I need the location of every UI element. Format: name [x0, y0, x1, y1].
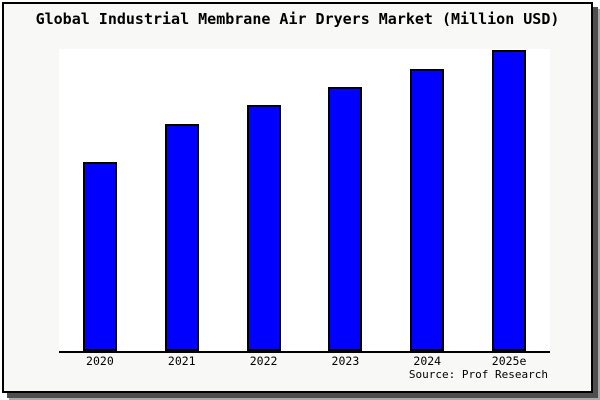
bar-2022 [246, 105, 281, 351]
bar-2020 [82, 162, 117, 351]
chart-title: Global Industrial Membrane Air Dryers Ma… [35, 10, 560, 28]
x-tick-label-2025e: 2025e [491, 354, 527, 368]
x-tick-label-2024: 2024 [413, 354, 442, 368]
x-tick-label-2021: 2021 [167, 354, 196, 368]
bar-2024 [410, 69, 445, 351]
plot-area [59, 49, 550, 353]
bar-2021 [164, 124, 199, 351]
x-tick-label-2023: 2023 [331, 354, 360, 368]
source-note: Source: Prof Research [408, 368, 548, 381]
bar-2025e [492, 50, 527, 351]
bar-2023 [328, 87, 363, 351]
chart-panel: Global Industrial Membrane Air Dryers Ma… [2, 2, 593, 393]
x-axis-labels: 2020 2021 2022 2023 2024 2025e [59, 354, 550, 370]
x-tick-label-2020: 2020 [86, 354, 114, 368]
x-tick-label-2022: 2022 [249, 354, 278, 368]
